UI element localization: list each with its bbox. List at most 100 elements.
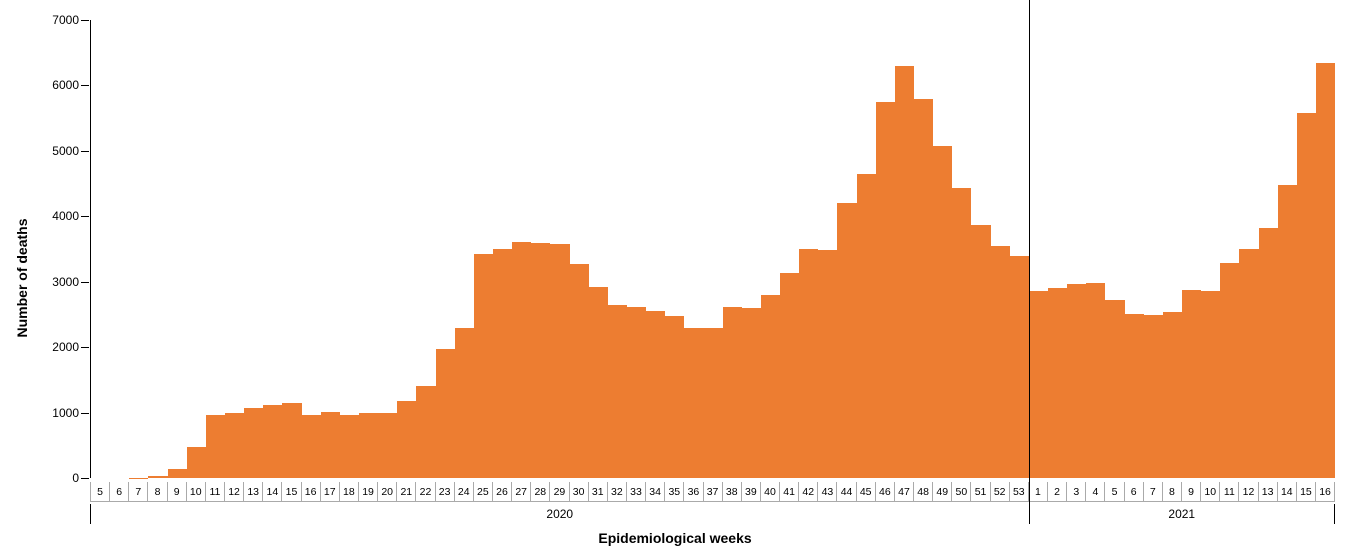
x-tick-label: 28 (530, 482, 549, 502)
x-tick-label: 1 (1028, 482, 1047, 502)
bar (1239, 249, 1258, 478)
x-tick-label: 8 (147, 482, 166, 502)
bar (876, 102, 895, 478)
bar (799, 249, 818, 478)
bar (1316, 63, 1335, 478)
year-label: 2021 (1029, 504, 1335, 524)
bar (627, 307, 646, 478)
x-tick-label: 7 (1143, 482, 1162, 502)
y-tick (81, 216, 89, 217)
bar (282, 403, 301, 478)
bar (378, 413, 397, 478)
bar (1105, 300, 1124, 478)
y-tick (81, 151, 89, 152)
plot-area: 01000200030004000500060007000 (90, 20, 1335, 478)
x-tick-label: 4 (1085, 482, 1104, 502)
x-tick-label: 41 (779, 482, 798, 502)
year-group-labels: 20202021 (90, 504, 1335, 524)
bar (742, 308, 761, 478)
bar (780, 273, 799, 478)
x-tick-label: 50 (951, 482, 970, 502)
bar (397, 401, 416, 478)
x-tick-label: 32 (607, 482, 626, 502)
x-tick-label: 16 (1315, 482, 1335, 502)
bar (512, 242, 531, 478)
x-tick-label: 17 (320, 482, 339, 502)
x-tick-label: 8 (1162, 482, 1181, 502)
x-tick-label: 43 (817, 482, 836, 502)
bar (225, 413, 244, 478)
x-tick-label: 14 (262, 482, 281, 502)
bar (1201, 291, 1220, 478)
x-tick-label: 24 (454, 482, 473, 502)
bar (895, 66, 914, 478)
bar (1144, 315, 1163, 478)
x-tick-label: 45 (856, 482, 875, 502)
x-tick-label: 33 (626, 482, 645, 502)
bar (646, 311, 665, 478)
x-tick-label: 12 (224, 482, 243, 502)
x-tick-label: 49 (932, 482, 951, 502)
bar (531, 243, 550, 478)
bar (1182, 290, 1201, 478)
x-tick-label: 25 (473, 482, 492, 502)
y-tick-label: 2000 (52, 340, 79, 354)
bar (1125, 314, 1144, 478)
x-axis-label: Epidemiological weeks (598, 530, 751, 546)
bar (818, 250, 837, 478)
x-tick-label: 19 (358, 482, 377, 502)
bar (608, 305, 627, 478)
year-separator (1029, 0, 1030, 524)
bar (359, 413, 378, 478)
bar (1297, 113, 1316, 478)
x-tick-label: 16 (301, 482, 320, 502)
bar (263, 405, 282, 478)
bar (952, 188, 971, 478)
bar (148, 476, 167, 478)
x-tick-label: 27 (511, 482, 530, 502)
x-tick-label: 18 (339, 482, 358, 502)
x-tick-label: 20 (377, 482, 396, 502)
deaths-by-week-chart: Number of deaths 01000200030004000500060… (10, 10, 1340, 546)
x-tick-label: 48 (913, 482, 932, 502)
x-tick-label: 31 (588, 482, 607, 502)
y-tick-label: 1000 (52, 406, 79, 420)
bar (436, 349, 455, 478)
bar (187, 447, 206, 478)
bar (244, 408, 263, 478)
bar (1029, 291, 1048, 478)
bar (1163, 312, 1182, 478)
bar (1259, 228, 1278, 478)
bar (761, 295, 780, 478)
x-tick-label: 7 (128, 482, 147, 502)
y-tick (81, 478, 89, 479)
x-tick-label: 11 (1219, 482, 1238, 502)
x-tick-label: 14 (1277, 482, 1296, 502)
bar (168, 469, 187, 478)
y-tick (81, 347, 89, 348)
y-tick-label: 6000 (52, 78, 79, 92)
bar (971, 225, 990, 478)
y-tick-label: 0 (72, 471, 79, 485)
x-tick-label: 5 (1104, 482, 1123, 502)
y-tick-label: 5000 (52, 144, 79, 158)
x-tick-label: 22 (415, 482, 434, 502)
x-tick-label: 5 (90, 482, 109, 502)
bar (455, 328, 474, 478)
bar (570, 264, 589, 478)
bar (416, 386, 435, 478)
bar (474, 254, 493, 478)
x-tick-label: 52 (990, 482, 1009, 502)
x-tick-label: 42 (798, 482, 817, 502)
bar (1067, 284, 1086, 478)
bar (1086, 283, 1105, 478)
x-tick-label: 10 (186, 482, 205, 502)
bar (933, 146, 952, 478)
bars-container (91, 20, 1335, 478)
y-tick (81, 20, 89, 21)
bar (550, 244, 569, 478)
bar (723, 307, 742, 478)
x-tick-label: 9 (1181, 482, 1200, 502)
y-tick-label: 4000 (52, 209, 79, 223)
x-tick-label: 13 (1258, 482, 1277, 502)
